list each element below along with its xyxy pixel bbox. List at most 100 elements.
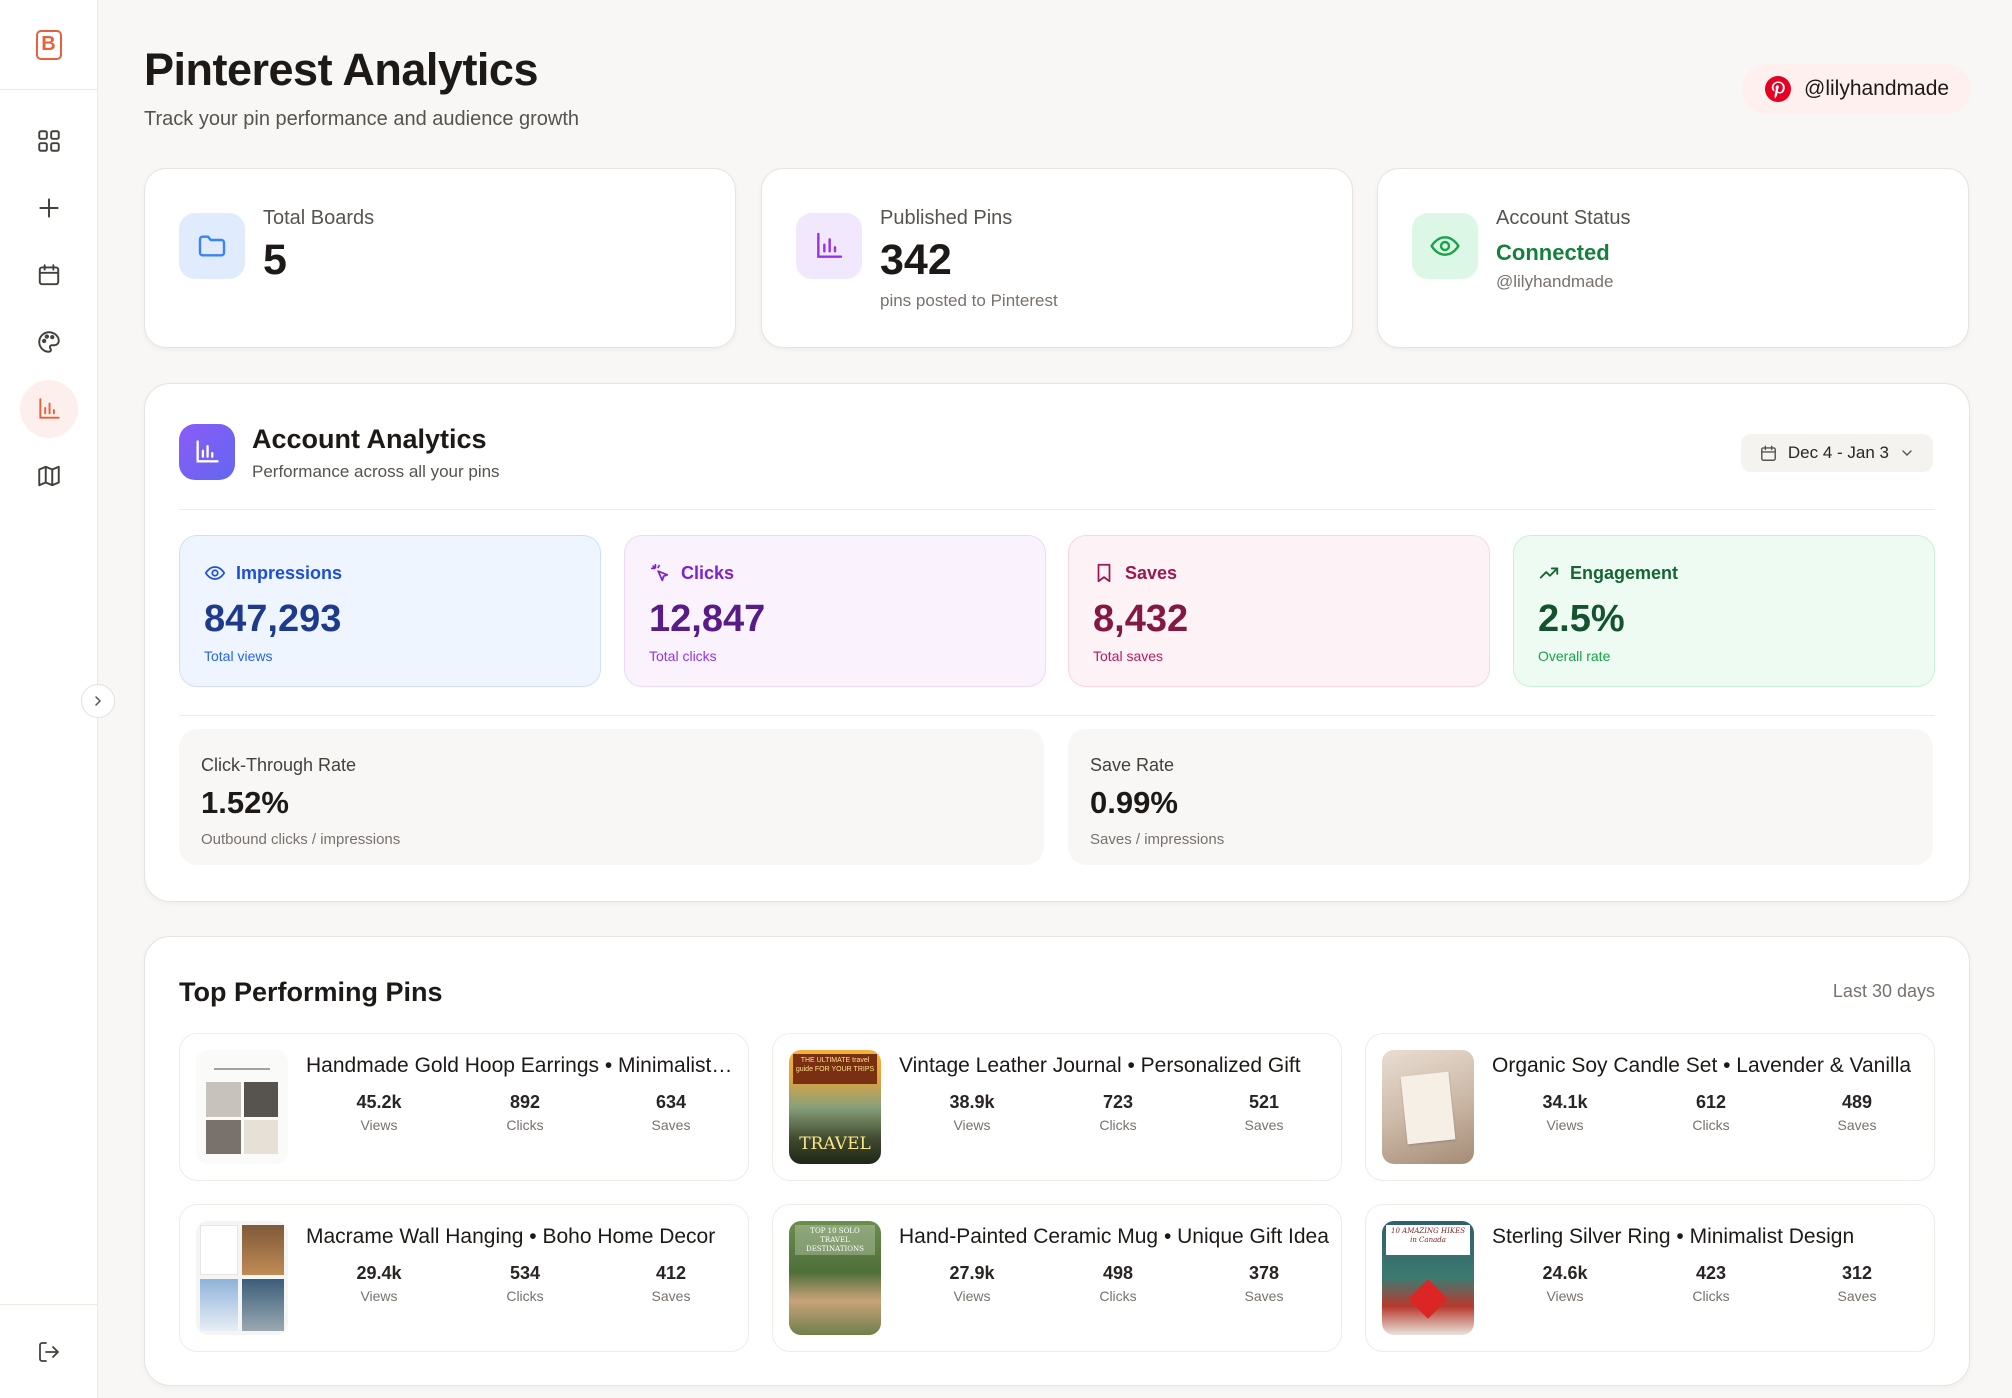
pin-stat-label: Clicks — [506, 1288, 544, 1304]
pin-card[interactable]: Organic Soy Candle Set • Lavender & Vani… — [1365, 1033, 1935, 1181]
rate-sub: Outbound clicks / impressions — [201, 831, 401, 848]
eye-icon — [1430, 236, 1460, 256]
metric-sub: Overall rate — [1538, 648, 1611, 664]
pin-title: Hand-Painted Ceramic Mug • Unique Gift I… — [899, 1225, 1329, 1248]
sidebar-item-calendar[interactable] — [20, 246, 78, 304]
calendar-icon — [38, 264, 59, 286]
grid-icon — [37, 130, 60, 152]
rate-value: 1.52% — [201, 785, 289, 820]
pin-clicks: 723 — [1102, 1092, 1134, 1112]
pin-thumbnail: 10 AMAZING HIKES in Canada — [1382, 1221, 1474, 1335]
pin-card[interactable]: THE ULTIMATE travel guide FOR YOUR TRIPS… — [772, 1033, 1342, 1181]
trending-up-icon — [1539, 567, 1559, 579]
map-icon — [37, 465, 60, 487]
pin-views: 45.2k — [356, 1092, 402, 1112]
pin-title: Handmade Gold Hoop Earrings • Minimalist… — [306, 1054, 736, 1077]
save-rate-card: Save Rate 0.99% Saves / impressions — [1068, 729, 1933, 865]
rate-sub: Saves / impressions — [1090, 831, 1225, 848]
panel-title: Account Analytics — [252, 424, 487, 454]
rate-label: Save Rate — [1090, 755, 1175, 775]
impressions-card: Impressions 847,293 Total views — [179, 535, 601, 687]
metric-label: Clicks — [681, 562, 735, 583]
bar-chart-icon — [38, 398, 60, 419]
pin-thumbnail-caption: THE ULTIMATE travel guide FOR YOUR TRIPS — [793, 1054, 877, 1084]
metric-value: 8,432 — [1093, 598, 1189, 640]
metric-label: Impressions — [236, 562, 343, 583]
logo-area: B — [0, 0, 97, 90]
pin-card[interactable]: 10 AMAZING HIKES in Canada Sterling Silv… — [1365, 1204, 1935, 1352]
pin-stat-label: Views — [953, 1288, 991, 1304]
sidebar-item-analytics[interactable] — [19, 380, 78, 438]
folder-icon — [198, 235, 226, 257]
time-range-label: Last 30 days — [1832, 981, 1935, 1001]
stat-label: Total Boards — [263, 207, 375, 229]
pin-views: 29.4k — [356, 1263, 402, 1283]
account-handle: @lilyhandmade — [1804, 77, 1950, 100]
pin-views: 27.9k — [949, 1263, 995, 1283]
pin-thumbnail-caption: TOP 10 SOLO TRAVEL DESTINATIONS — [795, 1225, 875, 1255]
page-subtitle: Track your pin performance and audience … — [144, 108, 580, 130]
chevron-down-icon — [1902, 450, 1912, 456]
eye-icon — [204, 566, 226, 580]
panel-subtitle: Performance across all your pins — [252, 462, 500, 481]
pin-clicks: 892 — [509, 1092, 541, 1112]
cursor-click-icon — [650, 563, 669, 582]
date-range-select[interactable]: Dec 4 - Jan 3 — [1740, 434, 1933, 472]
saves-card: Saves 8,432 Total saves — [1068, 535, 1490, 687]
metric-sub: Total clicks — [649, 648, 717, 664]
stat-sub: @lilyhandmade — [1496, 272, 1614, 291]
sidebar-item-dashboard[interactable] — [20, 112, 78, 170]
metric-sub: Total views — [204, 648, 273, 664]
clicks-card: Clicks 12,847 Total clicks — [624, 535, 1046, 687]
pin-views: 34.1k — [1542, 1092, 1588, 1112]
pin-stat-label: Clicks — [1692, 1117, 1730, 1133]
pin-thumbnail — [1382, 1050, 1474, 1164]
section-title: Top Performing Pins — [179, 977, 443, 1007]
pin-stat-label: Saves — [1837, 1288, 1877, 1304]
account-pill[interactable]: @lilyhandmade — [1742, 64, 1972, 114]
sidebar-item-boards[interactable] — [20, 447, 78, 505]
pinterest-icon — [1765, 76, 1791, 102]
logo-letter: B — [41, 33, 56, 55]
pin-stat-label: Saves — [651, 1288, 691, 1304]
sidebar-collapse-button[interactable] — [81, 684, 115, 718]
stat-sub: pins posted to Pinterest — [880, 291, 1058, 310]
boards-icon-wrap — [179, 213, 245, 279]
pin-clicks: 498 — [1102, 1263, 1134, 1283]
total-boards-card: Total Boards 5 — [144, 168, 736, 348]
metric-label: Saves — [1125, 562, 1178, 583]
app-logo[interactable]: B — [35, 29, 62, 60]
rate-value: 0.99% — [1090, 785, 1178, 820]
pin-stat-label: Clicks — [1692, 1288, 1730, 1304]
stat-value: 5 — [263, 236, 287, 284]
pin-stat-label: Saves — [1837, 1117, 1877, 1133]
metric-value: 847,293 — [204, 598, 342, 640]
pin-stat-label: Views — [1546, 1288, 1584, 1304]
metric-sub: Total saves — [1093, 648, 1164, 664]
pin-stat-label: Clicks — [1099, 1117, 1137, 1133]
pin-stat-label: Clicks — [506, 1117, 544, 1133]
palette-icon — [37, 331, 60, 353]
sidebar-item-create[interactable] — [20, 179, 78, 237]
published-pins-card: Published Pins 342 pins posted to Pinter… — [761, 168, 1353, 348]
date-range-value: Dec 4 - Jan 3 — [1787, 443, 1889, 462]
pin-thumbnail — [196, 1221, 288, 1335]
logout-icon — [39, 1341, 59, 1362]
metric-value: 2.5% — [1538, 598, 1625, 640]
pin-saves: 489 — [1841, 1092, 1873, 1112]
sidebar-nav — [0, 90, 97, 505]
pin-clicks: 612 — [1695, 1092, 1727, 1112]
divider — [179, 715, 1935, 716]
stat-value: 342 — [880, 236, 952, 284]
pin-thumbnail: THE ULTIMATE travel guide FOR YOUR TRIPS… — [789, 1050, 881, 1164]
pin-card[interactable]: TOP 10 SOLO TRAVEL DESTINATIONS Hand-Pai… — [772, 1204, 1342, 1352]
pin-card[interactable]: Macrame Wall Hanging • Boho Home Decor 2… — [179, 1204, 749, 1352]
stat-label: Published Pins — [880, 207, 1013, 229]
pin-card[interactable]: Handmade Gold Hoop Earrings • Minimalist… — [179, 1033, 749, 1181]
logout-button[interactable] — [0, 1304, 98, 1398]
pin-thumbnail — [196, 1050, 288, 1164]
pin-title: Sterling Silver Ring • Minimalist Design — [1492, 1225, 1855, 1248]
metric-value: 12,847 — [649, 598, 766, 640]
account-status-card: Account Status Connected @lilyhandmade — [1377, 168, 1969, 348]
sidebar-item-design[interactable] — [20, 313, 78, 371]
